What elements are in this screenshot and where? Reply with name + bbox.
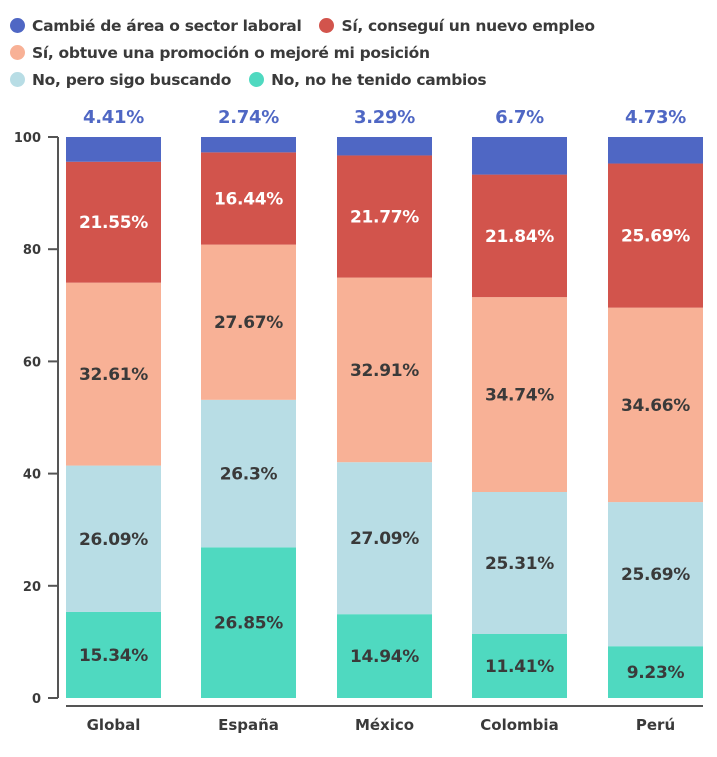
top-data-label: 4.41% <box>83 107 144 128</box>
y-tick-label: 100 <box>14 131 41 146</box>
x-tick-label: Perú <box>636 716 675 734</box>
legend-dot-icon <box>10 72 25 87</box>
top-data-label: 2.74% <box>218 107 279 128</box>
y-tick-label: 40 <box>23 468 41 483</box>
legend-item-sin-cambios[interactable]: No, no he tenido cambios <box>249 70 487 89</box>
legend-dot-icon <box>319 18 335 33</box>
bar-segment <box>337 155 432 278</box>
legend-label: No, no he tenido cambios <box>271 70 487 89</box>
legend-dot-icon <box>10 18 25 33</box>
x-axis: Global España México Colombia Perú <box>66 705 703 734</box>
y-tick-label: 20 <box>23 580 41 595</box>
bar-segment <box>337 277 432 463</box>
bar-segment <box>472 633 567 698</box>
bar-segment <box>608 137 703 164</box>
top-data-label: 3.29% <box>354 107 415 128</box>
legend-label: Cambié de área o sector laboral <box>32 16 302 35</box>
bar-segment <box>66 465 161 612</box>
data-label: 26.09% <box>79 530 148 550</box>
y-tick-label: 60 <box>23 355 41 370</box>
bar-segment <box>337 462 432 615</box>
data-label: 16.44% <box>214 189 283 209</box>
top-data-label: 4.73% <box>625 107 686 128</box>
bar-segment <box>201 547 296 698</box>
data-label: 34.66% <box>621 396 690 416</box>
x-tick-label: España <box>218 716 279 734</box>
data-label: 25.69% <box>621 227 690 247</box>
data-label: 9.23% <box>627 663 685 683</box>
bar-segment <box>608 163 703 308</box>
bar-segment <box>201 137 296 153</box>
bar-segment <box>66 161 161 283</box>
data-label: 25.31% <box>485 554 554 574</box>
bar-segment <box>201 152 296 245</box>
data-label: 27.67% <box>214 313 283 333</box>
y-axis: 0 20 40 60 80 100 <box>14 131 59 707</box>
data-label: 26.3% <box>220 465 278 485</box>
legend-item-nuevo-empleo[interactable]: Sí, conseguí un nuevo empleo <box>319 16 595 35</box>
bar-segment <box>472 492 567 634</box>
x-tick-label: México <box>355 716 414 734</box>
labels-group: 15.34% 26.09% 32.61% 21.55% 4.41% 26.85% 26.3%… <box>79 107 691 683</box>
legend-row: Sí, obtuve una promoción o mejoré mi pos… <box>10 39 710 66</box>
top-data-label: 6.7% <box>495 107 544 128</box>
bar-segment <box>608 502 703 647</box>
data-label: 15.34% <box>79 646 148 666</box>
bar-segment <box>66 137 161 162</box>
data-label: 27.09% <box>350 529 419 549</box>
legend-label: No, pero sigo buscando <box>32 70 232 89</box>
legend-label: Sí, obtuve una promoción o mejoré mi pos… <box>32 43 430 62</box>
x-tick-label: Global <box>87 716 141 734</box>
legend-label: Sí, conseguí un nuevo empleo <box>341 16 595 35</box>
bar-segment <box>201 244 296 400</box>
legend-dot-icon <box>249 72 265 87</box>
data-label: 11.41% <box>485 657 554 677</box>
y-tick-label: 0 <box>32 692 41 707</box>
bars-group <box>66 137 703 698</box>
bar-segment <box>337 614 432 698</box>
y-tick-label: 80 <box>23 243 41 258</box>
data-label: 21.84% <box>485 227 554 247</box>
legend-item-promocion[interactable]: Sí, obtuve una promoción o mejoré mi pos… <box>10 44 430 62</box>
bar-segment <box>608 646 703 698</box>
bar-segment <box>66 282 161 466</box>
x-tick-label: Colombia <box>480 716 558 734</box>
bar-segment <box>472 137 567 175</box>
data-label: 34.74% <box>485 386 554 406</box>
bar-segment <box>608 307 703 503</box>
legend-row: Cambié de área o sector laboral Sí, cons… <box>10 12 710 39</box>
legend-dot-icon <box>10 45 25 60</box>
data-label: 21.77% <box>350 208 419 228</box>
data-label: 21.55% <box>79 213 148 233</box>
bar-segment <box>472 297 567 493</box>
data-label: 26.85% <box>214 614 283 634</box>
data-label: 25.69% <box>621 565 690 585</box>
legend: Cambié de área o sector laboral Sí, cons… <box>10 12 710 93</box>
bar-segment <box>337 137 432 156</box>
legend-item-sigo-buscando[interactable]: No, pero sigo buscando <box>10 71 231 89</box>
data-label: 32.61% <box>79 365 148 385</box>
legend-item-cambio-area[interactable]: Cambié de área o sector laboral <box>10 16 302 35</box>
data-label: 32.91% <box>350 361 419 381</box>
bar-segment <box>201 399 296 548</box>
bar-segment <box>66 611 161 698</box>
legend-row: No, pero sigo buscando No, no he tenido … <box>10 66 710 93</box>
bar-segment <box>472 174 567 298</box>
data-label: 14.94% <box>350 647 419 667</box>
